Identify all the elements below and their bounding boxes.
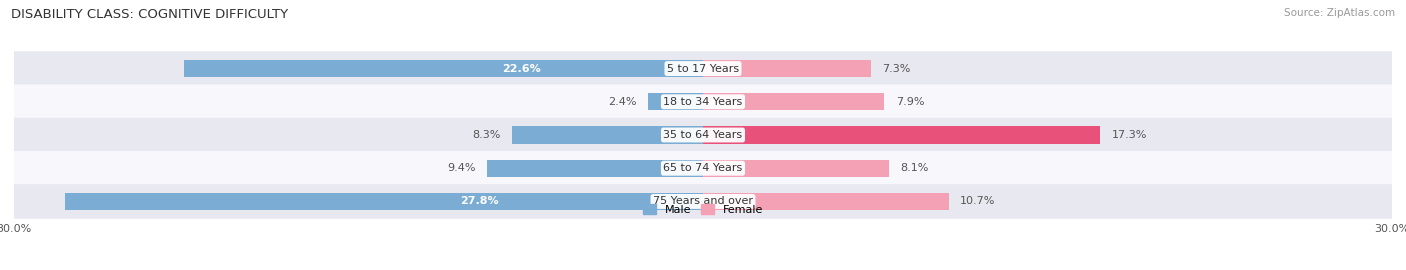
Bar: [703, 193, 949, 210]
FancyBboxPatch shape: [14, 51, 1392, 86]
Bar: [65, 193, 703, 210]
Text: 2.4%: 2.4%: [607, 97, 637, 107]
Bar: [703, 60, 870, 77]
FancyBboxPatch shape: [14, 118, 1392, 152]
Bar: [648, 93, 703, 110]
Text: 22.6%: 22.6%: [502, 63, 541, 73]
Text: 27.8%: 27.8%: [460, 197, 499, 207]
Bar: [703, 160, 889, 177]
FancyBboxPatch shape: [14, 184, 1392, 219]
Text: 7.3%: 7.3%: [882, 63, 911, 73]
Text: 5 to 17 Years: 5 to 17 Years: [666, 63, 740, 73]
FancyBboxPatch shape: [14, 85, 1392, 119]
Bar: [703, 126, 1101, 144]
Text: 17.3%: 17.3%: [1112, 130, 1147, 140]
FancyBboxPatch shape: [14, 151, 1392, 185]
Text: 8.1%: 8.1%: [900, 163, 929, 173]
Text: 10.7%: 10.7%: [960, 197, 995, 207]
Bar: [486, 160, 703, 177]
Text: 18 to 34 Years: 18 to 34 Years: [664, 97, 742, 107]
Text: 35 to 64 Years: 35 to 64 Years: [664, 130, 742, 140]
Text: 7.9%: 7.9%: [896, 97, 924, 107]
Bar: [703, 93, 884, 110]
Legend: Male, Female: Male, Female: [638, 200, 768, 219]
Text: 8.3%: 8.3%: [472, 130, 501, 140]
Text: DISABILITY CLASS: COGNITIVE DIFFICULTY: DISABILITY CLASS: COGNITIVE DIFFICULTY: [11, 8, 288, 21]
Bar: [184, 60, 703, 77]
Bar: [512, 126, 703, 144]
Text: Source: ZipAtlas.com: Source: ZipAtlas.com: [1284, 8, 1395, 18]
Text: 65 to 74 Years: 65 to 74 Years: [664, 163, 742, 173]
Text: 9.4%: 9.4%: [447, 163, 475, 173]
Text: 75 Years and over: 75 Years and over: [652, 197, 754, 207]
